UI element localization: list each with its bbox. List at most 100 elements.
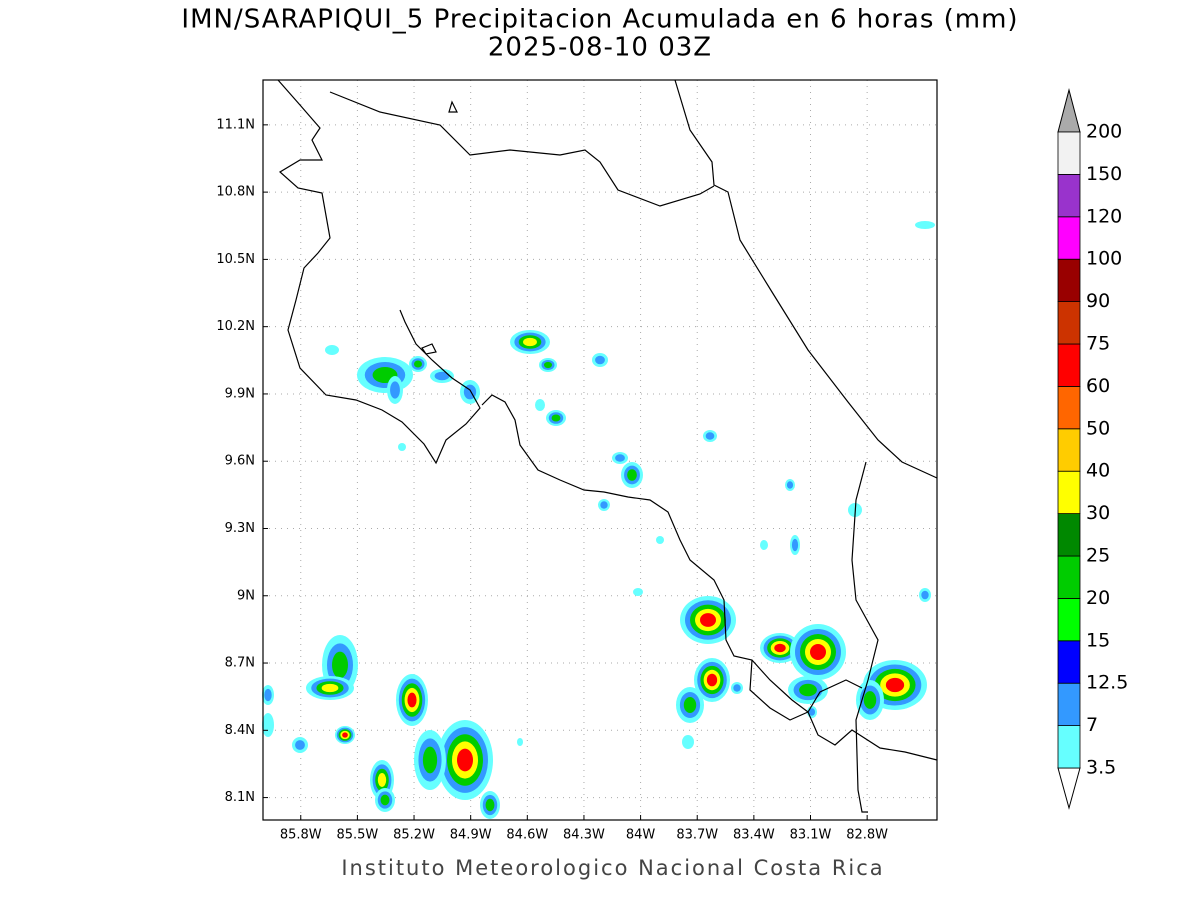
colorbar-label: 100 (1086, 248, 1122, 270)
x-tick-label: 82.8W (846, 828, 888, 843)
colorbar-under (1057, 767, 1081, 810)
colorbar-segment (1057, 131, 1081, 175)
precip-contour (544, 361, 552, 369)
colorbar-segment (1057, 385, 1081, 430)
y-tick-label: 11.1N (216, 117, 255, 132)
y-tick-label: 10.2N (216, 319, 255, 334)
colorbar-segment (1057, 216, 1081, 260)
precip-contour (810, 644, 826, 660)
precip-contour (407, 692, 417, 708)
precip-contour (422, 746, 438, 774)
x-tick-label: 83.1W (790, 828, 832, 843)
x-tick-label: 85.2W (393, 828, 435, 843)
precip-contour (627, 469, 637, 481)
precip-contour (863, 691, 877, 709)
precip-contour (325, 345, 339, 355)
precip-contour (633, 588, 643, 596)
precip-contour (457, 748, 473, 772)
colorbar-segment (1057, 470, 1081, 515)
precip-contour (656, 536, 664, 544)
colorbar-label: 30 (1086, 502, 1110, 524)
precip-contour (706, 673, 718, 687)
y-tick-label: 8.4N (225, 723, 255, 738)
y-tick-label: 9N (237, 588, 255, 603)
precip-contour (434, 371, 450, 381)
pacific-coast (277, 79, 481, 465)
golfito (749, 659, 938, 761)
map-frame (262, 79, 938, 821)
caribbean-coast (674, 79, 938, 479)
colorbar-label: 60 (1086, 375, 1110, 397)
colorbar: 3.5 7 12.5 15 20 25 30 40 50 60 75 90 100 120 150 200 (1057, 88, 1128, 810)
precip-contour (799, 683, 817, 697)
colorbar-label: 75 (1086, 333, 1110, 355)
colorbar-segment (1057, 555, 1081, 599)
x-tick-label: 83.7W (676, 828, 718, 843)
nicaragua-border (329, 91, 715, 207)
x-tick-label: 85.5W (336, 828, 378, 843)
colorbar-label: 15 (1086, 629, 1110, 651)
x-tick-label: 85.8W (280, 828, 322, 843)
island (421, 343, 437, 355)
precip-contour (615, 454, 625, 462)
y-tick-label: 8.7N (225, 656, 255, 671)
precipitation-field (262, 221, 935, 819)
y-tick-label: 9.9N (225, 386, 255, 401)
y-tick-label: 9.6N (225, 454, 255, 469)
x-tick-label: 84.6W (506, 828, 548, 843)
colorbar-segment (1057, 173, 1081, 218)
precip-contour (390, 381, 400, 399)
colorbar-label: 40 (1086, 460, 1110, 482)
grid (263, 80, 937, 820)
x-tick-label: 83.4W (733, 828, 775, 843)
precip-contour (321, 683, 339, 693)
precip-contour (517, 738, 523, 746)
y-tick-label: 8.1N (225, 790, 255, 805)
precip-contour (885, 677, 905, 693)
precip-contour (398, 443, 406, 451)
nicoya-gulf (481, 394, 863, 713)
colorbar-segment (1057, 513, 1081, 557)
colorbar-segment (1057, 258, 1081, 303)
colorbar-over (1057, 88, 1081, 133)
colorbar-label: 120 (1086, 205, 1122, 227)
precip-contour (414, 360, 422, 368)
x-tick-label: 84.3W (563, 828, 605, 843)
colorbar-segment (1057, 301, 1081, 345)
axis-labels: 85.8W 85.5W 85.2W 84.9W 84.6W 84.3W 84W 83.7W 83… (216, 117, 888, 842)
precip-contour (600, 501, 608, 509)
colorbar-label: 90 (1086, 290, 1110, 312)
coastlines (277, 79, 938, 813)
footer: Instituto Meteorologico Nacional Costa R… (341, 856, 884, 880)
colorbar-label: 200 (1086, 121, 1122, 143)
precip-contour (733, 684, 741, 692)
lake-island (448, 100, 458, 113)
precip-contour (683, 697, 697, 713)
precip-contour (700, 613, 716, 627)
precip-contour (551, 414, 561, 422)
colorbar-segment (1057, 343, 1081, 387)
colorbar-segment (1057, 598, 1081, 642)
precip-contour (682, 735, 694, 749)
precip-contour (485, 798, 495, 812)
y-tick-label: 9.3N (225, 521, 255, 536)
colorbar-label: 25 (1086, 545, 1110, 567)
precip-contour (523, 337, 537, 347)
colorbar-segment (1057, 682, 1081, 727)
precip-contour (342, 732, 348, 738)
colorbar-label: 3.5 (1086, 757, 1116, 779)
colorbar-label: 50 (1086, 417, 1110, 439)
precip-contour (332, 651, 348, 679)
colorbar-label: 150 (1086, 163, 1122, 185)
precip-contour (791, 538, 799, 552)
precip-contour (921, 590, 929, 600)
precip-contour (705, 432, 715, 440)
x-tick-label: 84.9W (450, 828, 492, 843)
precip-contour (264, 688, 272, 702)
precip-contour (915, 221, 935, 229)
precip-contour (380, 794, 390, 806)
colorbar-label: 12.5 (1086, 672, 1128, 694)
subtitle: 2025-08-10 03Z (488, 33, 712, 63)
precip-contour (295, 740, 305, 750)
